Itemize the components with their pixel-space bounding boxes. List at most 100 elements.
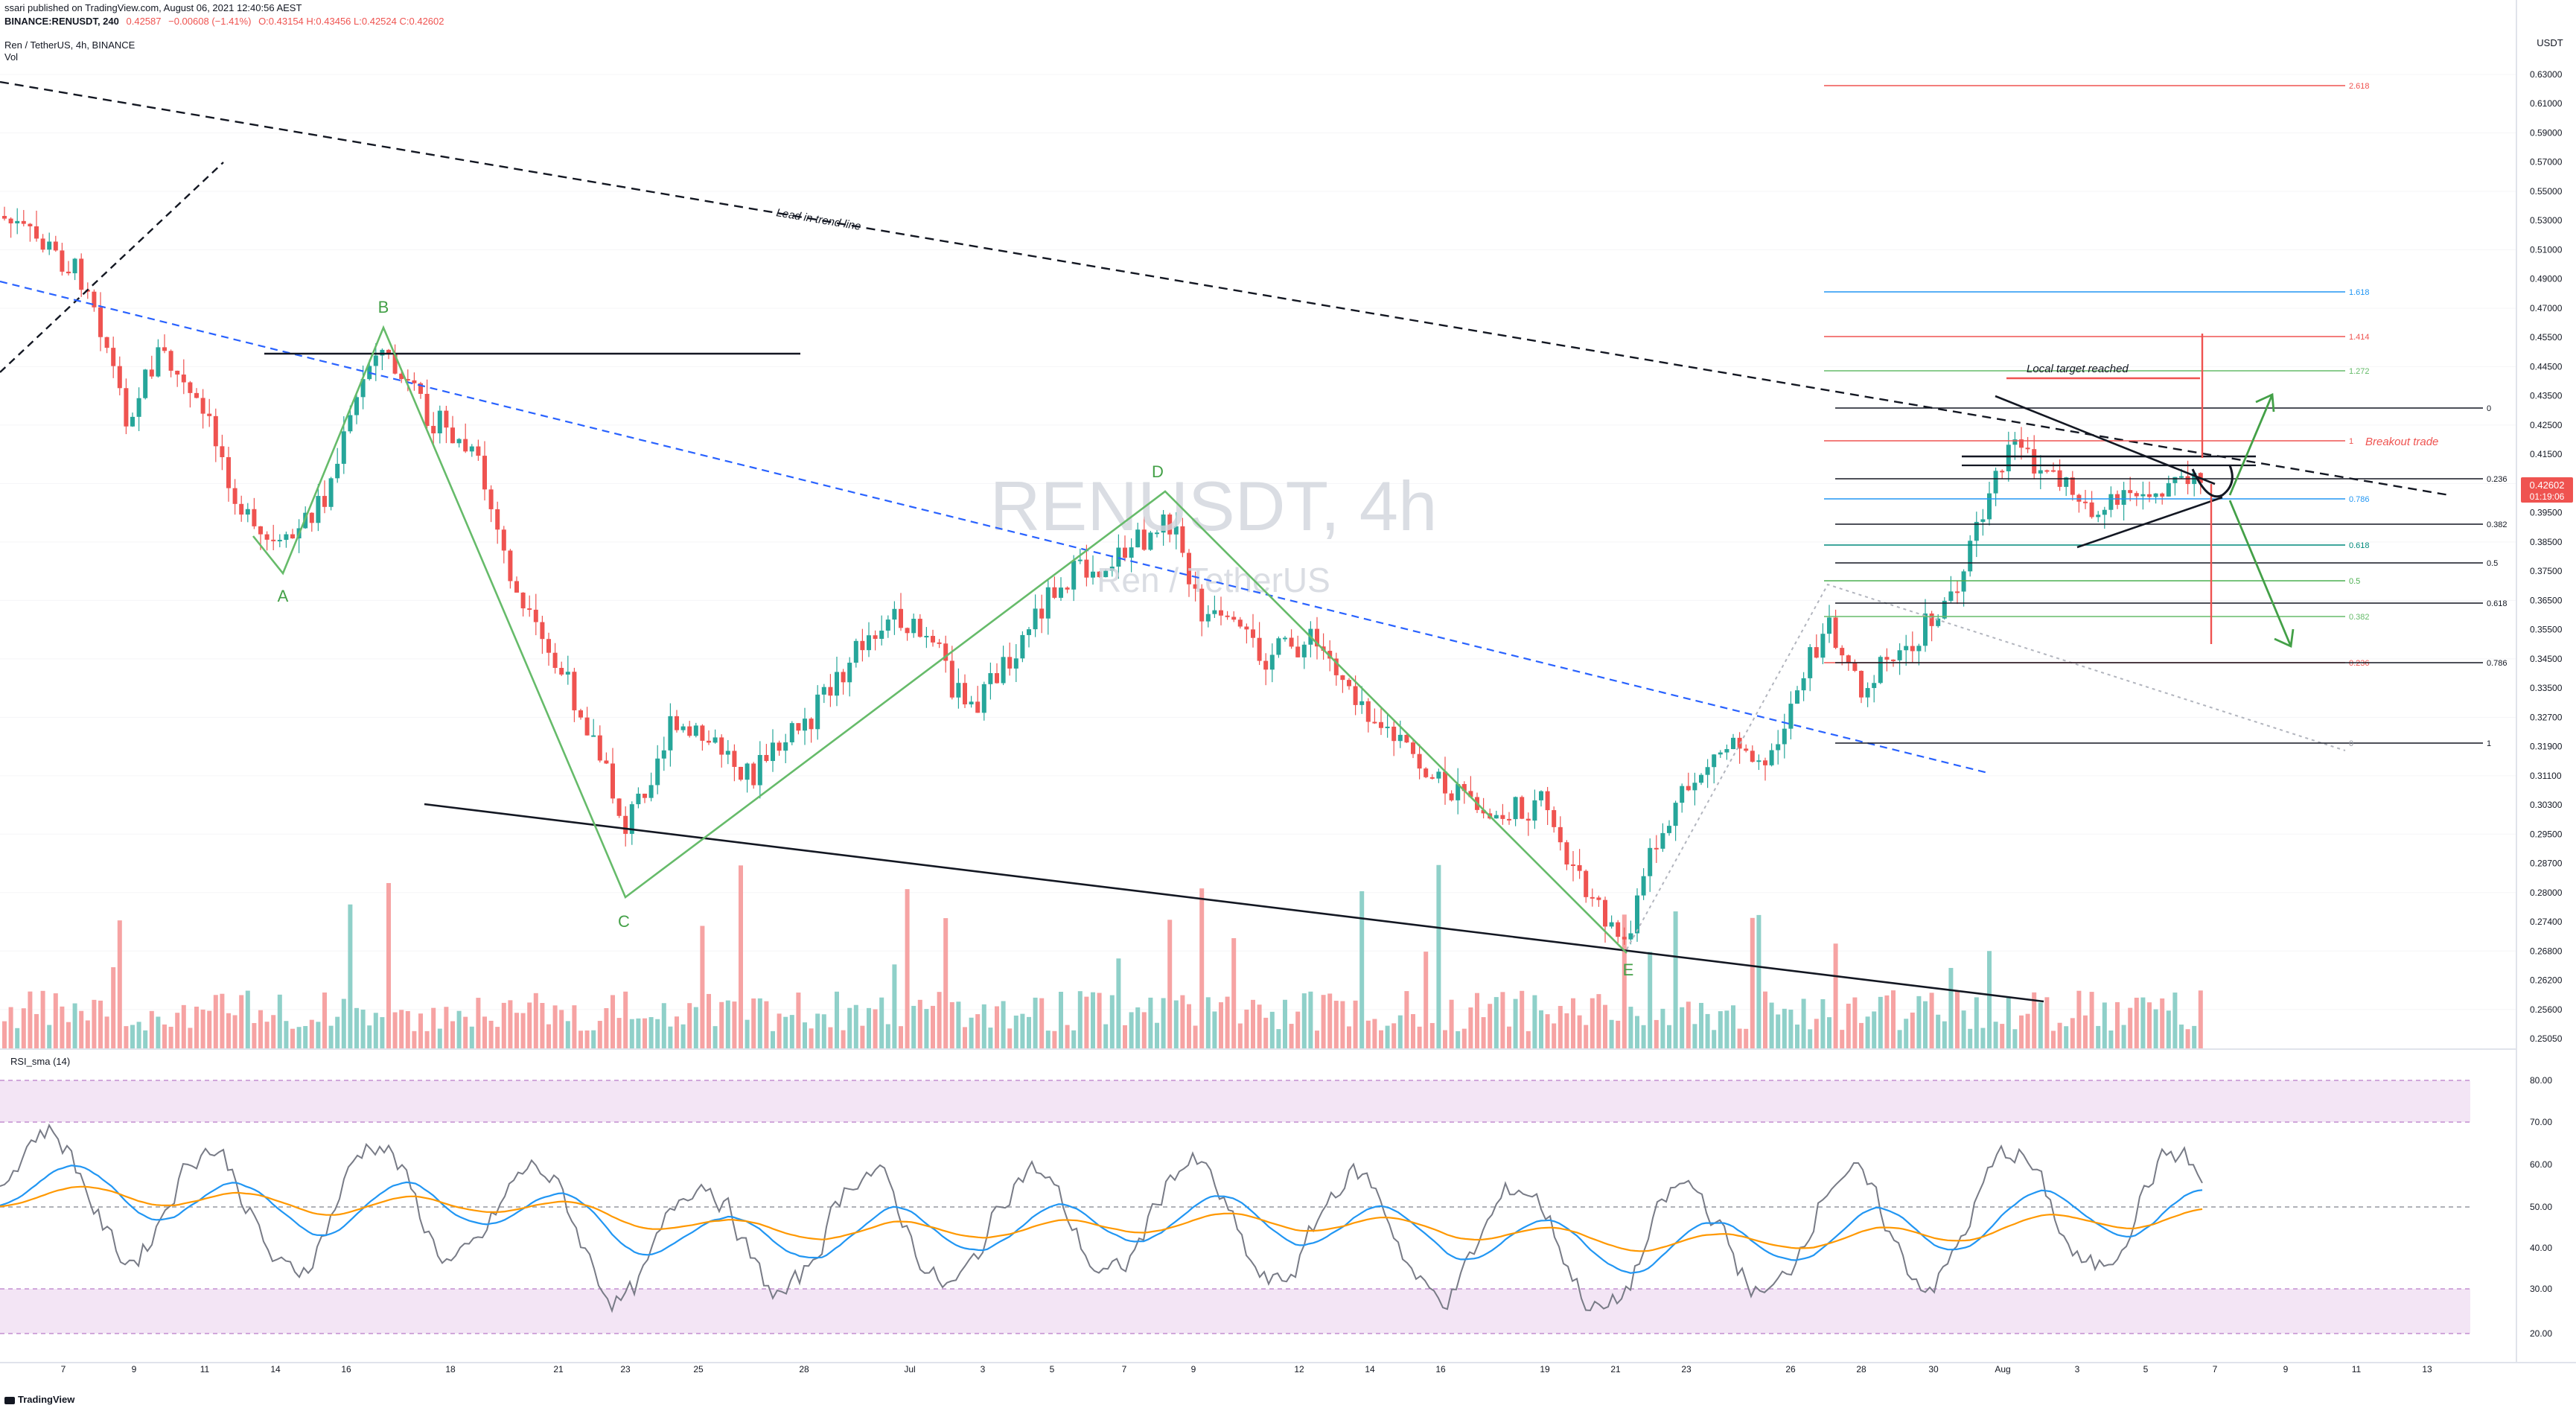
volume-bar bbox=[905, 889, 910, 1050]
candle-body bbox=[450, 427, 455, 444]
elliott-wave-path[interactable] bbox=[252, 325, 1627, 954]
volume-bar bbox=[828, 1027, 833, 1050]
dashed-support-short[interactable] bbox=[0, 162, 224, 373]
candle-body bbox=[675, 716, 679, 730]
candle-body bbox=[892, 608, 897, 620]
volume-bar bbox=[963, 1027, 967, 1050]
volume-bar bbox=[1269, 1011, 1275, 1050]
volume-bar bbox=[482, 1016, 487, 1050]
candle-body bbox=[1948, 591, 1954, 601]
fib-ext-label: 1.618 bbox=[2349, 288, 2370, 297]
bear-arrow bbox=[2228, 500, 2292, 647]
volume-bar bbox=[578, 1030, 583, 1050]
candle-body bbox=[1910, 646, 1915, 652]
candle-body bbox=[495, 509, 500, 530]
fib-retracement-levels[interactable]: 0 0.236 0.382 0.5 0.618 0.786 1 0 bbox=[1835, 404, 2508, 748]
volume-bar bbox=[1065, 1025, 1070, 1050]
volume-bar bbox=[1308, 991, 1313, 1050]
candle-body bbox=[1897, 650, 1902, 660]
volume-bar bbox=[1379, 1030, 1383, 1050]
volume-bar bbox=[437, 1028, 442, 1050]
candle-body bbox=[1878, 657, 1883, 684]
time-axis[interactable]: 7 9 11 14 16 18 21 23 25 28 Jul 3 5 7 9 12 14 16 19 21 23 26 2… bbox=[0, 1362, 2576, 1374]
tradingview-brand[interactable]: TradingView bbox=[4, 1394, 74, 1405]
open-value: O:0.43154 bbox=[258, 16, 304, 27]
lead-trend-line[interactable] bbox=[0, 80, 2450, 497]
volume-bar bbox=[1180, 995, 1185, 1050]
candle-body bbox=[1148, 532, 1153, 550]
candle-body bbox=[239, 503, 244, 515]
candle-body bbox=[2102, 509, 2107, 515]
volume-bar bbox=[1347, 1026, 1351, 1050]
candle-body bbox=[533, 609, 538, 622]
volume-bar bbox=[47, 1025, 52, 1050]
candle-body bbox=[1923, 613, 1928, 646]
candle-body bbox=[1359, 701, 1365, 705]
candle-body bbox=[668, 716, 673, 751]
price-tick-label: 0.55000 bbox=[2530, 186, 2563, 197]
volume-bar bbox=[552, 1005, 558, 1050]
candle-body bbox=[1545, 791, 1550, 811]
price-axis[interactable]: 0.63000 0.61000 0.59000 0.57000 0.55000 0.530… bbox=[2516, 0, 2576, 1363]
time-tick-label: 21 bbox=[1610, 1364, 1621, 1374]
candle-body bbox=[1974, 521, 1979, 541]
candle-body bbox=[1109, 566, 1115, 571]
candle-body bbox=[1744, 748, 1749, 751]
triangle-lower[interactable] bbox=[2076, 496, 2223, 549]
volume-bar bbox=[1641, 1025, 1646, 1050]
volume-bar bbox=[264, 1022, 270, 1050]
volume-bar bbox=[213, 995, 218, 1050]
volume-bar bbox=[719, 1001, 724, 1050]
candle-body bbox=[610, 763, 615, 799]
candle-body bbox=[655, 758, 660, 786]
candle-body bbox=[2032, 449, 2037, 474]
volume-bar bbox=[1904, 1019, 1909, 1050]
candle-body bbox=[1493, 815, 1499, 819]
candle-body bbox=[1628, 933, 1633, 940]
volume-bar bbox=[1571, 998, 1575, 1050]
volume-bar bbox=[341, 998, 346, 1050]
candle-body bbox=[1520, 797, 1525, 819]
time-tick-label: 11 bbox=[200, 1364, 210, 1374]
candle-body bbox=[348, 415, 353, 432]
candle-body bbox=[988, 673, 993, 684]
candle-body bbox=[796, 723, 801, 731]
time-tick-label: Jul bbox=[904, 1364, 915, 1374]
lower-wedge-line[interactable] bbox=[424, 803, 2044, 1003]
candle-body bbox=[2025, 447, 2030, 450]
volume-bar bbox=[367, 1025, 372, 1050]
rsi-tick-label: 50.00 bbox=[2530, 1202, 2552, 1212]
candle-body bbox=[1596, 897, 1601, 900]
candle-body bbox=[1461, 783, 1467, 791]
candle-body bbox=[2121, 490, 2126, 505]
volume-bar bbox=[34, 1013, 39, 1050]
volume-bar bbox=[1910, 1012, 1915, 1050]
volume-bar bbox=[1212, 1011, 1217, 1050]
candle-body bbox=[1077, 559, 1083, 561]
candle-body bbox=[2160, 493, 2165, 497]
time-tick-label: 3 bbox=[2075, 1364, 2080, 1374]
volume-bar bbox=[789, 1015, 794, 1050]
volume-bar bbox=[1244, 1009, 1249, 1050]
time-tick-label: 16 bbox=[341, 1364, 351, 1374]
candle-body bbox=[911, 619, 916, 634]
triangle-upper[interactable] bbox=[1995, 395, 2216, 485]
wave-label-a: A bbox=[278, 587, 289, 605]
candle-body bbox=[431, 426, 436, 433]
symbol-legend[interactable]: BINANCE:RENUSDT, 240 0.42587 −0.00608 (−… bbox=[4, 16, 444, 28]
volume-bar bbox=[1327, 993, 1333, 1050]
volume-bar bbox=[1187, 1004, 1191, 1050]
volume-bar bbox=[1507, 1026, 1511, 1050]
volume-bar bbox=[2012, 1029, 2018, 1050]
volume-bar bbox=[1692, 1024, 1697, 1050]
volume-bar bbox=[1315, 1030, 1319, 1050]
candle-body bbox=[1552, 810, 1557, 827]
time-tick-label: 9 bbox=[132, 1364, 137, 1374]
volume-bar bbox=[2000, 1024, 2005, 1050]
volume-bar bbox=[162, 1024, 167, 1050]
candle-body bbox=[1622, 937, 1627, 940]
price-tick-label: 0.28700 bbox=[2530, 859, 2563, 869]
candle-body bbox=[853, 640, 858, 663]
publish-info: ssari published on TradingView.com, Augu… bbox=[4, 2, 302, 13]
